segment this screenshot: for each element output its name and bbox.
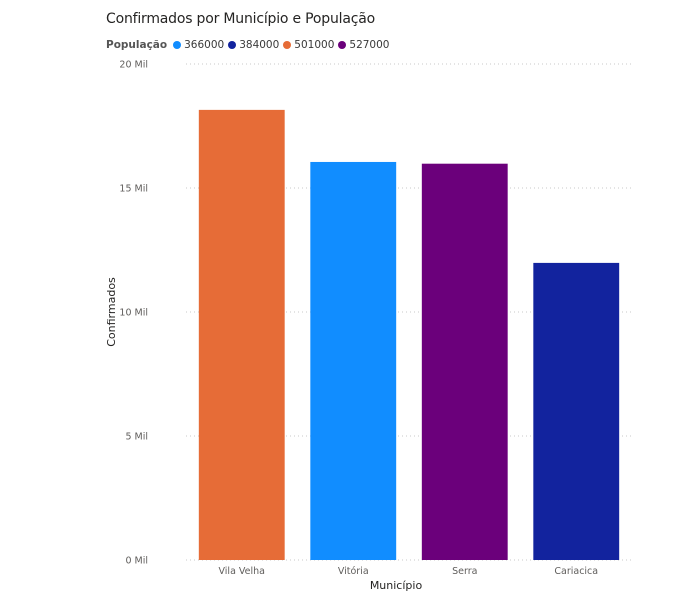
x-tick-label-0: Vila Velha [219,566,266,577]
y-tick-label-4: 20 Mil [119,60,148,71]
x-tick-label-1: Vitória [338,566,369,577]
legend-dot-0 [173,41,182,49]
legend-item-2[interactable]: 501000 [283,39,334,51]
legend-item-1[interactable]: 384000 [228,39,279,51]
bar-serra[interactable] [421,163,508,561]
bar-vila-velha[interactable] [198,109,285,560]
y-axis-label: Confirmados [105,277,118,347]
x-axis-label: Município [370,579,423,592]
legend-label-1: 384000 [239,39,280,51]
legend-label-3: 527000 [349,39,390,51]
legend-item-0[interactable]: 366000 [173,39,224,51]
bar-vit-ria[interactable] [310,161,397,560]
legend-dot-2 [283,41,292,49]
y-tick-label-0: 0 Mil [125,556,148,567]
legend-label-0: 366000 [184,39,225,51]
legend-item-3[interactable]: 527000 [338,39,389,51]
legend-label-2: 501000 [294,39,335,51]
bars [198,109,620,561]
bar-cariacica[interactable] [533,262,620,560]
x-axis-ticks: Vila Velha Vitória Serra Cariacica [219,566,599,577]
legend-dot-1 [228,41,237,49]
y-axis-ticks: 0 Mil 5 Mil 10 Mil 15 Mil 20 Mil [119,60,148,567]
y-tick-label-3: 15 Mil [119,184,148,195]
x-tick-label-2: Serra [452,566,477,577]
legend-title: População [106,39,168,51]
legend-dot-3 [338,41,347,49]
x-tick-label-3: Cariacica [554,566,598,577]
y-tick-label-1: 5 Mil [125,432,148,443]
y-tick-label-2: 10 Mil [119,308,148,319]
legend: População 366000 384000 501000 527000 [106,39,393,51]
chart-title: Confirmados por Município e População [106,11,375,27]
